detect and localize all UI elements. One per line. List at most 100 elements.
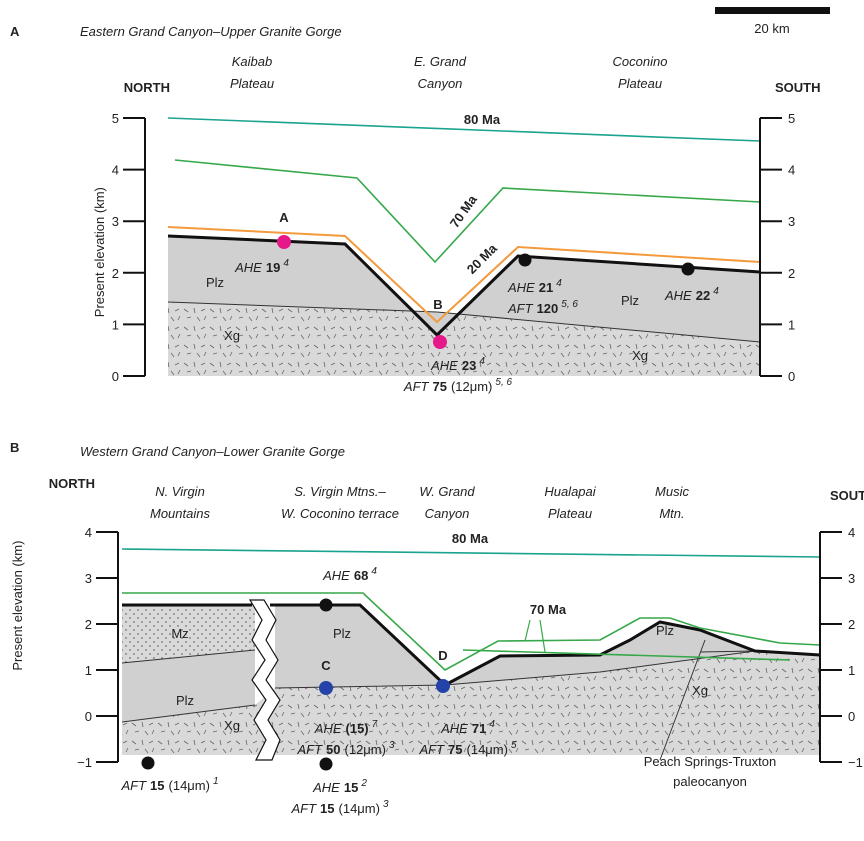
y-tick-label: 2 xyxy=(112,266,119,281)
method: AFT xyxy=(418,742,445,757)
extra: (14μm) xyxy=(169,778,210,793)
region-label: Music xyxy=(655,484,689,499)
section-b xyxy=(117,532,821,771)
age: (15) xyxy=(346,721,369,736)
y2-tick-label: 1 xyxy=(848,663,855,678)
y2-tick-label: 2 xyxy=(848,617,855,632)
y2-tick-label: 4 xyxy=(848,525,855,540)
region-label: Mtn. xyxy=(659,506,684,521)
panel-letter: B xyxy=(10,440,19,455)
north-label: NORTH xyxy=(49,476,95,491)
sample-letter: A xyxy=(279,210,289,225)
panel-title: Eastern Grand Canyon–Upper Granite Gorge xyxy=(80,24,342,39)
thermochron-annotation: AHE 19 4 xyxy=(234,258,289,275)
region-label: S. Virgin Mtns.– xyxy=(294,484,386,499)
y-tick-label: 2 xyxy=(85,617,92,632)
y-tick-label: 3 xyxy=(112,214,119,229)
reference: 4 xyxy=(283,258,289,269)
region-label: W. Coconino terrace xyxy=(281,506,399,521)
age: 19 xyxy=(266,260,280,275)
thermochron-annotation: AHE 68 4 xyxy=(322,566,377,583)
method: AHE xyxy=(430,358,458,373)
y2-tick-label: 0 xyxy=(848,709,855,724)
reference: 3 xyxy=(383,799,389,810)
reference: 4 xyxy=(556,278,562,289)
y-tick-label: 3 xyxy=(85,571,92,586)
rock-unit: Xg xyxy=(224,718,240,733)
method: AFT xyxy=(296,742,323,757)
y2-tick-label: −1 xyxy=(848,755,863,770)
y2-tick-label: 5 xyxy=(788,111,795,126)
reference: 4 xyxy=(479,356,485,367)
south-label: SOUTH xyxy=(775,80,821,95)
method: AFT xyxy=(290,801,317,816)
age: 23 xyxy=(462,358,476,373)
region-label: Canyon xyxy=(418,76,463,91)
reference: 3 xyxy=(389,740,395,751)
age: 75 xyxy=(432,379,446,394)
method: AHE xyxy=(314,721,342,736)
thermochron-annotation: AHE (15) 7 xyxy=(314,719,378,736)
region-label: Canyon xyxy=(425,506,470,521)
y-axis-label: Present elevation (km) xyxy=(92,187,107,317)
region-label: Plateau xyxy=(618,76,662,91)
y2-tick-label: 4 xyxy=(788,163,795,178)
reference: 1 xyxy=(213,776,219,787)
isochron-label: 80 Ma xyxy=(464,112,501,127)
panel-title: Western Grand Canyon–Lower Granite Gorge xyxy=(80,444,345,459)
reference: 5 xyxy=(511,740,517,751)
rock-unit: Plz xyxy=(333,626,351,641)
age: 21 xyxy=(539,280,553,295)
y2-tick-label: 1 xyxy=(788,317,795,332)
y2-tick-label: 0 xyxy=(788,369,795,384)
y-tick-label: 0 xyxy=(85,709,92,724)
isochron-label: 70 Ma xyxy=(530,602,567,617)
extra: (14μm) xyxy=(467,742,508,757)
y-tick-label: 5 xyxy=(112,111,119,126)
section-a xyxy=(144,7,830,376)
age: 120 xyxy=(537,301,559,316)
method: AFT xyxy=(507,301,534,316)
age: 68 xyxy=(354,568,368,583)
rock-unit: Plz xyxy=(176,693,194,708)
age: 15 xyxy=(150,778,164,793)
y-tick-label: 4 xyxy=(112,163,119,178)
reference: 4 xyxy=(713,286,719,297)
method: AHE xyxy=(312,780,340,795)
panel-letter: A xyxy=(10,24,20,39)
region-label: Mountains xyxy=(150,506,210,521)
rock-unit: Plz xyxy=(206,275,224,290)
method: AHE xyxy=(664,288,692,303)
isochron-label: 80 Ma xyxy=(452,531,489,546)
reference: 5, 6 xyxy=(561,299,578,310)
region-label: N. Virgin xyxy=(155,484,205,499)
rock-unit: Xg xyxy=(632,348,648,363)
y2-tick-label: 3 xyxy=(788,214,795,229)
sample-letter: D xyxy=(438,648,447,663)
age: 15 xyxy=(344,780,358,795)
extra: (12μm) xyxy=(451,379,492,394)
method: AHE xyxy=(322,568,350,583)
age: 75 xyxy=(448,742,462,757)
y-tick-label: 1 xyxy=(112,317,119,332)
y2-tick-label: 3 xyxy=(848,571,855,586)
extra: (14μm) xyxy=(339,801,380,816)
thermochron-annotation: AHE 21 4 xyxy=(507,278,562,295)
y-tick-label: −1 xyxy=(77,755,92,770)
y-tick-label: 1 xyxy=(85,663,92,678)
region-label: Coconino xyxy=(613,54,668,69)
y2-tick-label: 2 xyxy=(788,266,795,281)
thermochron-annotation: AFT 50 (12μm) 3 xyxy=(296,740,394,757)
y-tick-label: 4 xyxy=(85,525,92,540)
reference: 5, 6 xyxy=(495,377,512,388)
y-tick-label: 0 xyxy=(112,369,119,384)
isochron-label: 20 Ma xyxy=(464,240,501,277)
rock-unit: Xg xyxy=(224,328,240,343)
thermochron-annotation: AHE 15 2 xyxy=(312,778,367,795)
age: 71 xyxy=(472,721,486,736)
method: AFT xyxy=(120,778,147,793)
scale-bar-label: 20 km xyxy=(754,21,789,36)
rock-unit: Xg xyxy=(692,683,708,698)
paleocanyon-label: paleocanyon xyxy=(673,774,747,789)
rock-unit: Plz xyxy=(621,293,639,308)
